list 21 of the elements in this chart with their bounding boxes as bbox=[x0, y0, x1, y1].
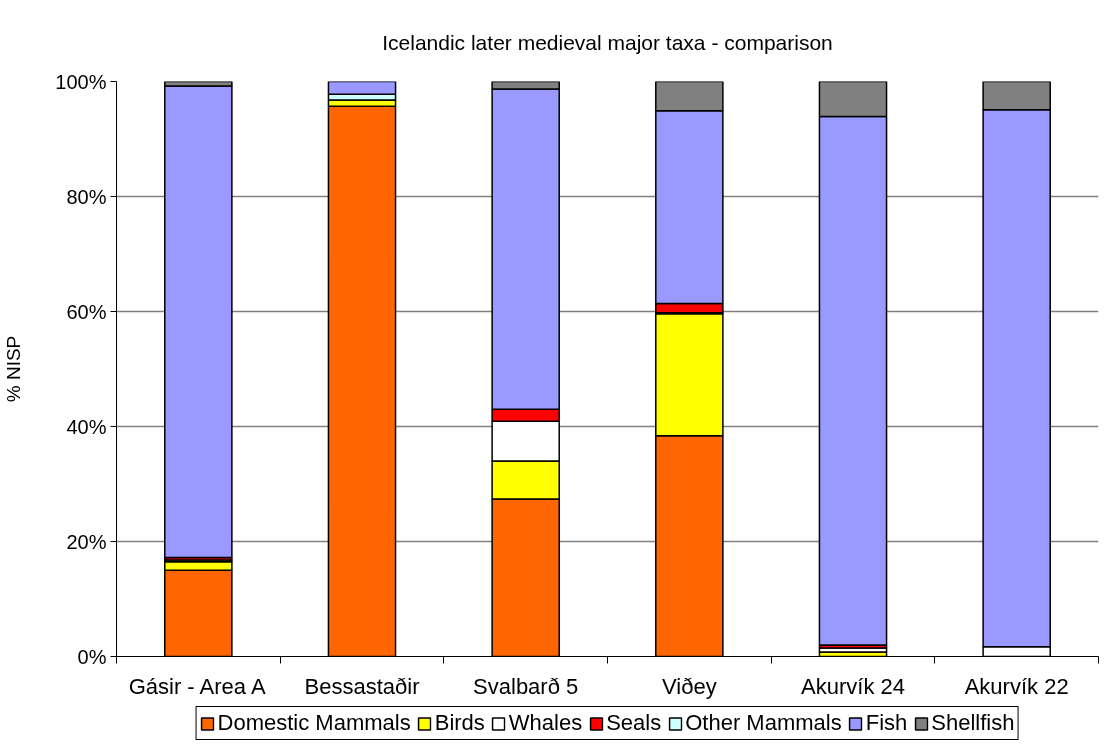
x-tick-label: Akurvík 24 bbox=[801, 673, 905, 699]
legend-label: Birds bbox=[434, 710, 485, 736]
chart-title: Icelandic later medieval major taxa - comparison bbox=[382, 30, 833, 54]
x-tick-label: Bessastaðir bbox=[304, 673, 420, 699]
x-tick-label: Svalbarð 5 bbox=[473, 673, 579, 699]
x-tick-label: Gásir - Area A bbox=[128, 673, 266, 699]
y-axis-title: % NISP bbox=[3, 335, 25, 403]
legend-label: Seals bbox=[606, 710, 662, 736]
y-tick-label: 60% bbox=[66, 300, 107, 323]
y-tick-label: 20% bbox=[66, 530, 107, 553]
x-tick-label: Akurvík 22 bbox=[964, 673, 1069, 699]
legend-label: Domestic Mammals bbox=[217, 710, 411, 736]
y-tick-label: 0% bbox=[77, 645, 107, 668]
legend-label: Shellfish bbox=[931, 710, 1015, 736]
y-tick-label: 80% bbox=[66, 185, 107, 208]
legend-label: Whales bbox=[508, 710, 583, 736]
y-tick-label: 100% bbox=[55, 70, 107, 93]
legend-label: Fish bbox=[865, 710, 908, 736]
legend-label: Other Mammals bbox=[685, 710, 842, 736]
y-tick-label: 40% bbox=[66, 415, 107, 438]
x-tick-label: Viðey bbox=[662, 673, 717, 699]
